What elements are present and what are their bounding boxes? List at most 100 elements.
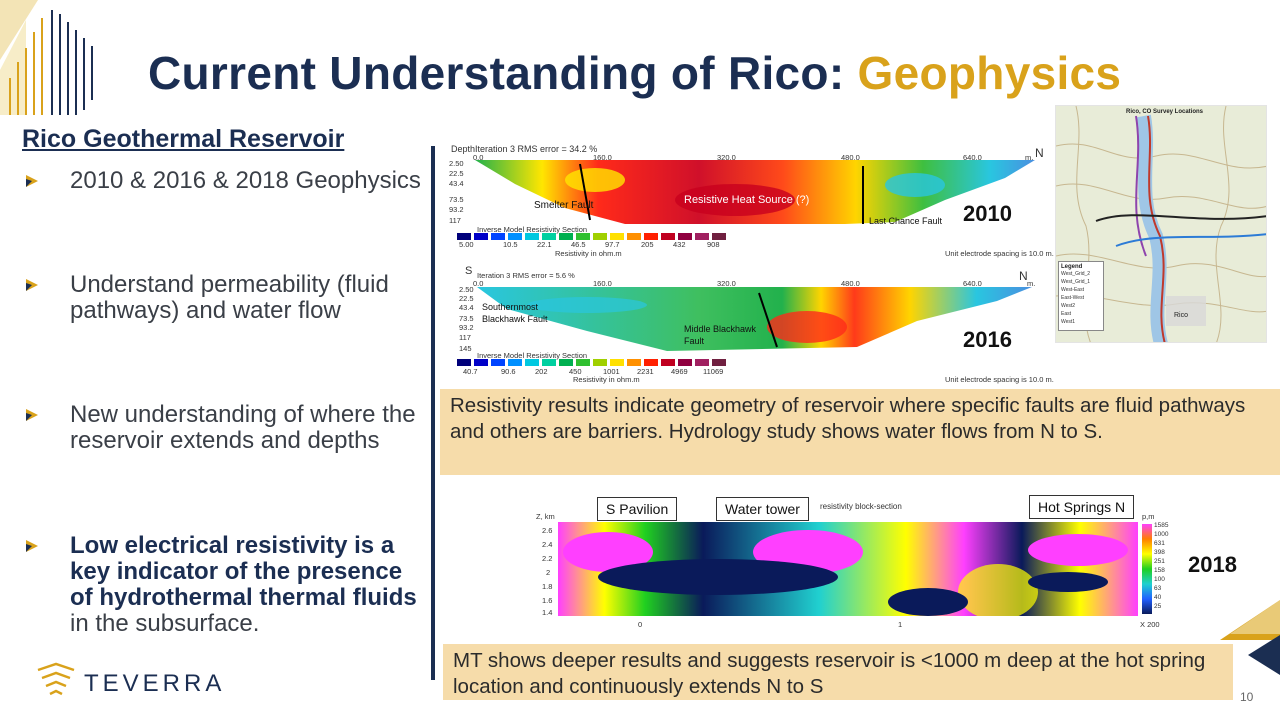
x-tick: 320.0 bbox=[717, 279, 736, 288]
legend-swatch bbox=[712, 359, 726, 366]
heat-source-label: Resistive Heat Source (?) bbox=[684, 194, 810, 206]
bullet-item-4: Low electrical resistivity is a key indi… bbox=[26, 533, 428, 637]
y-tick: 2.6 bbox=[542, 526, 553, 535]
bullet-rest-text: in the subsurface. bbox=[70, 610, 260, 637]
map-legend-item: West_Grid_1 bbox=[1061, 279, 1091, 285]
legend-value: 908 bbox=[707, 240, 720, 249]
x-tick: 160.0 bbox=[593, 279, 612, 288]
legend-swatch bbox=[644, 359, 658, 366]
southernmost-fault-label-1: Southernmost bbox=[482, 302, 539, 312]
resistivity-note: Resistivity results indicate geometry of… bbox=[440, 389, 1280, 475]
smelter-fault-label: Smelter Fault bbox=[534, 200, 594, 211]
arrow-bullet-icon bbox=[26, 168, 70, 194]
legend-swatch bbox=[678, 359, 692, 366]
electrode-spacing: Unit electrode spacing is 10.0 m. bbox=[945, 375, 1054, 384]
unit-label: m. bbox=[1025, 153, 1034, 162]
year-label-2016: 2016 bbox=[963, 327, 1012, 352]
corner-stripes-decoration bbox=[0, 0, 93, 115]
legend-value: 46.5 bbox=[571, 240, 586, 249]
depth-tick: 22.5 bbox=[459, 294, 474, 303]
colorbar-value: 40 bbox=[1154, 594, 1162, 601]
electrode-spacing: Unit electrode spacing is 10.0 m. bbox=[945, 249, 1054, 258]
resistivity-section-2010: Depth Iteration 3 RMS error = 34.2 % 0.0… bbox=[445, 140, 1054, 262]
section-heading: Rico Geothermal Reservoir bbox=[22, 125, 345, 153]
colorbar-value: 1585 bbox=[1154, 522, 1169, 529]
bullet-text: New understanding of where the reservoir… bbox=[70, 401, 416, 454]
legend-swatches bbox=[457, 233, 729, 240]
depth-label: Depth bbox=[451, 144, 476, 154]
corner-arrow-decoration bbox=[1220, 600, 1280, 675]
depth-tick: 117 bbox=[459, 333, 471, 342]
bullet-item-2: Understand permeability (fluid pathways)… bbox=[26, 272, 428, 324]
x-tick: 0 bbox=[638, 620, 643, 629]
y-tick: 1.4 bbox=[542, 608, 553, 617]
legend-swatch bbox=[474, 233, 488, 240]
survey-location-map: Rico, CO Survey Locations Legend West_Gr… bbox=[1055, 105, 1267, 343]
page-title: Current Understanding of Rico: Geophysic… bbox=[148, 46, 1121, 100]
colorbar-value: 25 bbox=[1154, 603, 1162, 610]
legend-unit: Resistivity in ohm.m bbox=[573, 375, 640, 384]
callout-s-pavilion: S Pavilion bbox=[597, 497, 678, 521]
legend-swatch bbox=[474, 359, 488, 366]
depth-tick: 2.50 bbox=[459, 285, 474, 294]
divider-line bbox=[431, 146, 435, 680]
middle-blackhawk-label-2: Fault bbox=[684, 336, 705, 346]
legend-swatch bbox=[576, 233, 590, 240]
legend-value: 1001 bbox=[603, 367, 620, 376]
legend-swatch bbox=[542, 359, 556, 366]
map-title: Rico, CO Survey Locations bbox=[1126, 109, 1204, 115]
resistivity-profile-2010 bbox=[475, 160, 1035, 224]
x-tick: 1 bbox=[898, 620, 903, 629]
legend-swatch bbox=[508, 233, 522, 240]
legend-swatch bbox=[610, 359, 624, 366]
mt-section-2018: resistivity block-section Z, km 2.6 2.4 … bbox=[530, 490, 1180, 632]
legend-swatch bbox=[559, 359, 573, 366]
mt-axis-label: Z, km bbox=[536, 512, 555, 521]
x-tick: 0.0 bbox=[473, 279, 484, 288]
depth-tick: 93.2 bbox=[449, 205, 464, 214]
map-legend-item: East bbox=[1061, 311, 1072, 317]
depth-tick: 22.5 bbox=[449, 169, 464, 178]
legend-swatches bbox=[457, 359, 729, 366]
legend-swatch bbox=[627, 359, 641, 366]
arrow-bullet-icon bbox=[26, 272, 70, 324]
map-legend-item: East-West bbox=[1061, 295, 1084, 301]
legend-value: 97.7 bbox=[605, 240, 620, 249]
resistivity-profile-2016 bbox=[477, 287, 1032, 351]
colorbar-unit: p,m bbox=[1142, 512, 1155, 521]
callout-hot-springs: Hot Springs N bbox=[1029, 495, 1135, 519]
last-chance-fault-label: Last Chance Fault bbox=[869, 216, 943, 226]
legend-swatch bbox=[712, 233, 726, 240]
bullet-text: Understand permeability (fluid pathways)… bbox=[70, 271, 389, 324]
legend-swatch bbox=[525, 359, 539, 366]
teverra-logo-icon bbox=[37, 662, 75, 696]
depth-tick: 145 bbox=[459, 344, 472, 353]
iteration-label: Iteration 3 RMS error = 5.6 % bbox=[477, 271, 575, 280]
bullet-text: 2010 & 2016 & 2018 Geophysics bbox=[70, 167, 421, 194]
y-tick: 1.6 bbox=[542, 596, 553, 605]
mt-header: resistivity block-section bbox=[820, 502, 902, 511]
map-legend-item: West2 bbox=[1061, 303, 1076, 309]
legend-swatch bbox=[661, 359, 675, 366]
depth-tick: 43.4 bbox=[459, 303, 474, 312]
map-legend-title: Legend bbox=[1061, 264, 1083, 270]
legend-value: 5.00 bbox=[459, 240, 474, 249]
legend-swatch bbox=[678, 233, 692, 240]
colorbar-value: 1000 bbox=[1154, 531, 1169, 538]
legend-title: Inverse Model Resistivity Section bbox=[477, 351, 588, 360]
legend-swatch bbox=[457, 233, 471, 240]
legend-swatch bbox=[508, 359, 522, 366]
colorbar-value: 63 bbox=[1154, 585, 1162, 592]
legend-value: 11069 bbox=[703, 367, 724, 376]
legend-swatch bbox=[559, 233, 573, 240]
legend-swatch bbox=[610, 233, 624, 240]
legend-swatch bbox=[644, 233, 658, 240]
legend-swatch bbox=[695, 233, 709, 240]
bullet-item-1: 2010 & 2016 & 2018 Geophysics bbox=[26, 168, 428, 194]
depth-tick: 2.50 bbox=[449, 159, 464, 168]
resistivity-section-2016: S N Iteration 3 RMS error = 5.6 % 0.0 16… bbox=[445, 265, 1054, 387]
map-legend-item: West_Grid_2 bbox=[1061, 271, 1091, 277]
x-tick: 480.0 bbox=[841, 153, 860, 162]
legend-swatch bbox=[695, 359, 709, 366]
depth-tick: 93.2 bbox=[459, 323, 474, 332]
